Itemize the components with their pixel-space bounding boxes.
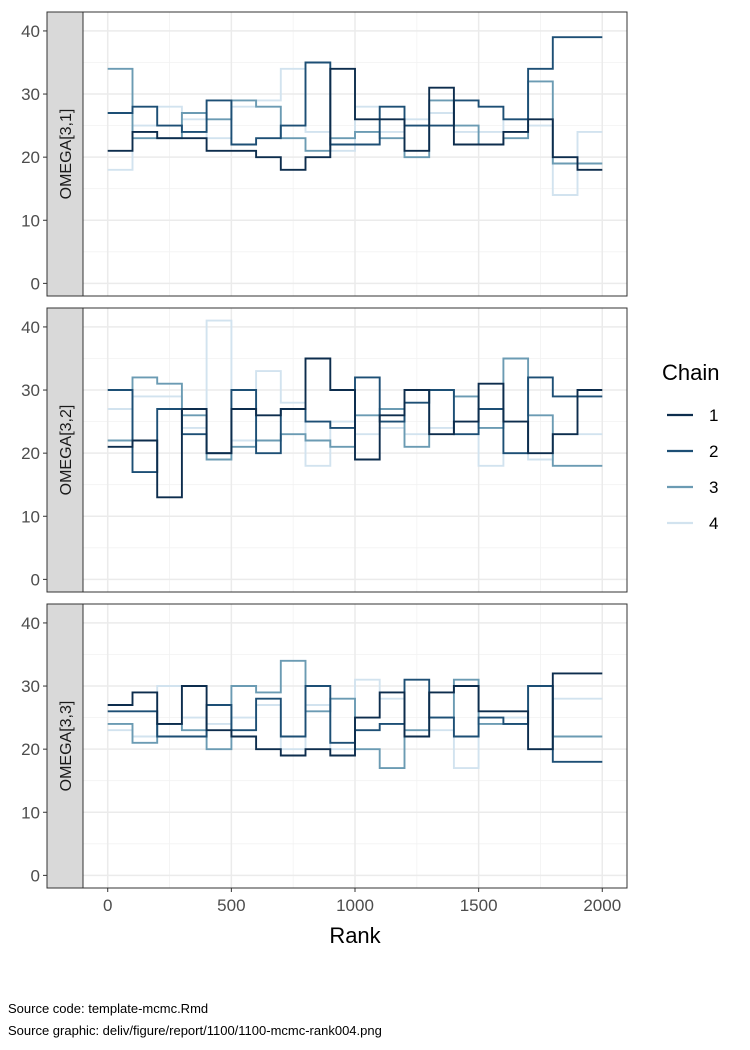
x-tick-label: 500 — [217, 896, 245, 915]
facet-strip — [46, 11, 84, 297]
y-tick-label: 0 — [31, 570, 40, 589]
series-line-chain-3 — [107, 659, 603, 770]
series-line-chain-1 — [107, 67, 603, 171]
x-tick-label: 1000 — [336, 896, 374, 915]
facet-panel: OMEGA[3,1] 0 10 20 30 40 — [21, 11, 628, 297]
y-tick-label: 10 — [21, 211, 40, 230]
panels-layer: OMEGA[3,1]010203040OMEGA[3,2]010203040OM… — [21, 11, 628, 889]
y-tick-label: 40 — [21, 22, 40, 41]
y-tick-label: 10 — [21, 803, 40, 822]
panel-border — [82, 11, 628, 297]
y-tick-label: 20 — [21, 148, 40, 167]
y-tick-label: 20 — [21, 444, 40, 463]
source-graphic-note: Source graphic: deliv/figure/report/1100… — [8, 1023, 382, 1038]
y-tick-label: 30 — [21, 677, 40, 696]
legend-label: 3 — [709, 478, 718, 497]
legend-label: 2 — [709, 442, 718, 461]
facet-label: OMEGA[3,2] — [58, 405, 75, 496]
legend-label: 4 — [709, 514, 718, 533]
y-tick-label: 0 — [31, 866, 40, 885]
source-code-note: Source code: template-mcmc.Rmd — [8, 1001, 209, 1016]
facet-panel: OMEGA[3,3] 0 10 20 30 40 — [21, 603, 628, 889]
series-line-chain-1 — [107, 357, 603, 499]
y-tick-label: 30 — [21, 85, 40, 104]
facet-label: OMEGA[3,1] — [58, 109, 75, 200]
facet-label: OMEGA[3,3] — [58, 701, 75, 792]
legend-label: 1 — [709, 406, 718, 425]
x-tick-label: 0 — [103, 896, 112, 915]
legend: Chain 1 2 3 4 — [662, 360, 719, 533]
y-tick-label: 0 — [31, 274, 40, 293]
y-tick-label: 40 — [21, 318, 40, 337]
y-tick-label: 20 — [21, 740, 40, 759]
panel-border — [82, 307, 628, 593]
y-tick-label: 40 — [21, 614, 40, 633]
x-tick-label: 2000 — [583, 896, 621, 915]
y-tick-label: 30 — [21, 381, 40, 400]
y-tick-label: 10 — [21, 507, 40, 526]
x-axis-title: Rank — [329, 923, 381, 948]
legend-title: Chain — [662, 360, 719, 385]
x-tick-label: 1500 — [460, 896, 498, 915]
facet-panel: OMEGA[3,2] 0 10 20 30 40 — [21, 307, 628, 593]
x-axis: 0 500 1000 1500 2000 — [103, 888, 621, 915]
series-line-chain-1 — [107, 672, 603, 757]
facet-strip — [46, 603, 84, 889]
